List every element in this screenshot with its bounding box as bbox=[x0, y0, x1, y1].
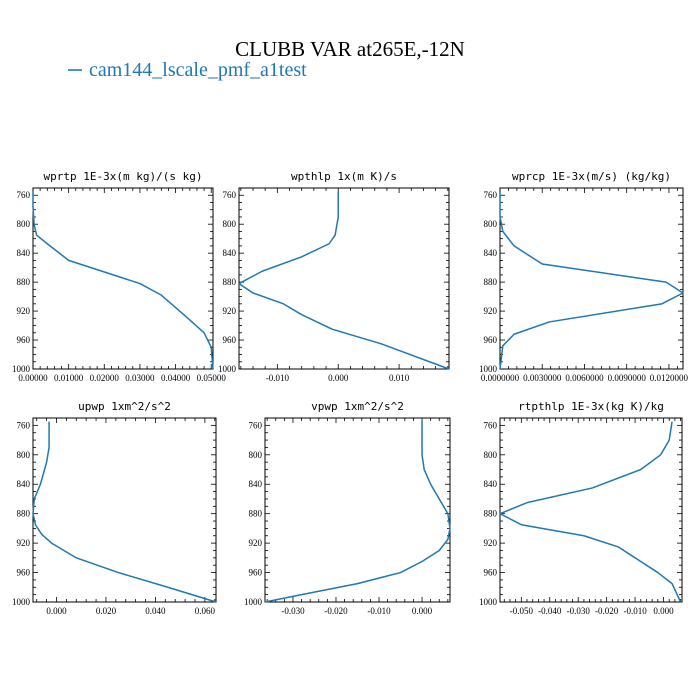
y-tick-label: 920 bbox=[484, 538, 498, 548]
y-tick-label: 880 bbox=[223, 277, 237, 287]
panel-frame bbox=[499, 417, 683, 603]
x-tick-label: -0.020 bbox=[324, 606, 348, 616]
panel-frame bbox=[32, 187, 214, 370]
x-tick-label: 0.01000 bbox=[54, 373, 84, 383]
panel-title: wprtp 1E-3x(m kg)/(s kg) bbox=[44, 170, 203, 183]
y-tick-label: 840 bbox=[17, 248, 31, 258]
panel-frame bbox=[499, 187, 684, 370]
y-tick-label: 960 bbox=[249, 568, 263, 578]
y-tick-label: 920 bbox=[249, 538, 263, 548]
x-tick-label: 0.000 bbox=[653, 606, 674, 616]
panel-title: wpthlp 1x(m K)/s bbox=[291, 170, 397, 183]
x-tick-label: -0.050 bbox=[510, 606, 534, 616]
y-tick-label: 1000 bbox=[12, 597, 31, 607]
y-tick-label: 960 bbox=[484, 335, 498, 345]
panel-1: wprtp 1E-3x(m kg)/(s kg) 760 800 840 880 920 9… bbox=[12, 170, 226, 383]
x-tick-label: -0.010 bbox=[623, 606, 647, 616]
y-tick-label: 800 bbox=[223, 219, 237, 229]
x-tick-label: 0.0030000 bbox=[523, 373, 562, 383]
y-tick-label: 760 bbox=[17, 420, 31, 430]
x-tick-label: -0.010 bbox=[367, 606, 391, 616]
x-tick-label: 0.05000 bbox=[197, 373, 227, 383]
x-tick-label: -0.030 bbox=[567, 606, 591, 616]
x-tick-label: 0.040 bbox=[145, 606, 166, 616]
y-tick-label: 960 bbox=[223, 335, 237, 345]
x-tick-label: 0.0060000 bbox=[565, 373, 604, 383]
y-tick-label: 760 bbox=[17, 190, 31, 200]
y-tick-label: 920 bbox=[484, 306, 498, 316]
x-tick-label: 0.02000 bbox=[90, 373, 120, 383]
series-line bbox=[264, 421, 451, 603]
x-tick-label: 0.000 bbox=[328, 373, 349, 383]
y-tick-label: 800 bbox=[484, 219, 498, 229]
x-tick-label: -0.030 bbox=[281, 606, 305, 616]
y-tick-label: 840 bbox=[484, 479, 498, 489]
panel-title: rtpthlp 1E-3x(kg K)/kg bbox=[518, 400, 664, 413]
panel-2: wpthlp 1x(m K)/s 760 800 840 880 920 960 1000 -0… bbox=[218, 170, 450, 383]
series-line bbox=[32, 421, 217, 603]
y-tick-label: 960 bbox=[484, 568, 498, 578]
y-tick-label: 880 bbox=[249, 509, 263, 519]
y-tick-label: 1000 bbox=[218, 364, 237, 374]
panel-grid: wprtp 1E-3x(m kg)/(s kg) 760 800 840 880 920 9… bbox=[12, 170, 689, 616]
y-tick-label: 760 bbox=[484, 420, 498, 430]
y-tick-label: 880 bbox=[484, 509, 498, 519]
y-tick-label: 760 bbox=[223, 190, 237, 200]
x-tick-label: 0.060 bbox=[195, 606, 216, 616]
y-tick-label: 1000 bbox=[479, 364, 498, 374]
y-tick-label: 840 bbox=[17, 479, 31, 489]
y-tick-label: 840 bbox=[484, 248, 498, 258]
x-tick-label: 0.04000 bbox=[161, 373, 191, 383]
y-tick-label: 760 bbox=[484, 190, 498, 200]
series-line bbox=[238, 191, 450, 370]
series-line bbox=[499, 191, 684, 370]
y-tick-label: 760 bbox=[249, 420, 263, 430]
panel-5: vpwp 1xm^2/s^2 760 800 840 880 920 960 1000 -0.0… bbox=[244, 400, 451, 616]
y-tick-label: 920 bbox=[223, 306, 237, 316]
x-tick-label: 0.010 bbox=[389, 373, 410, 383]
x-tick-label: 0.0120000 bbox=[650, 373, 689, 383]
y-tick-label: 800 bbox=[484, 450, 498, 460]
y-tick-label: 1000 bbox=[479, 597, 498, 607]
series-line bbox=[32, 191, 214, 370]
x-tick-label: -0.020 bbox=[595, 606, 619, 616]
y-tick-label: 1000 bbox=[12, 364, 31, 374]
y-tick-label: 840 bbox=[223, 248, 237, 258]
y-tick-label: 1000 bbox=[244, 597, 263, 607]
x-tick-label: 0.00000 bbox=[18, 373, 48, 383]
panel-6: rtpthlp 1E-3x(kg K)/kg 760 800 840 880 920 960… bbox=[479, 400, 683, 616]
x-tick-label: -0.010 bbox=[266, 373, 290, 383]
figure-title: CLUBB VAR at265E,-12N bbox=[235, 37, 465, 61]
x-tick-label: 0.000 bbox=[46, 606, 67, 616]
panel-3: wprcp 1E-3x(m/s) (kg/kg) 760 800 840 880 920 9… bbox=[479, 170, 689, 383]
legend-label: cam144_lscale_pmf_a1test bbox=[89, 59, 307, 81]
y-tick-label: 920 bbox=[17, 306, 31, 316]
y-tick-label: 800 bbox=[17, 450, 31, 460]
x-tick-label: 0.000 bbox=[412, 606, 433, 616]
series-line bbox=[499, 421, 682, 603]
y-tick-label: 880 bbox=[484, 277, 498, 287]
y-tick-label: 880 bbox=[17, 509, 31, 519]
y-tick-label: 960 bbox=[17, 568, 31, 578]
x-tick-label: 0.0090000 bbox=[608, 373, 647, 383]
y-tick-label: 960 bbox=[17, 335, 31, 345]
panel-frame bbox=[238, 187, 450, 370]
panel-4: upwp 1xm^2/s^2 760 800 840 880 920 960 1000 0.00… bbox=[12, 400, 217, 616]
x-tick-label: 0.0000000 bbox=[481, 373, 520, 383]
panel-title: upwp 1xm^2/s^2 bbox=[78, 400, 171, 413]
panel-frame bbox=[264, 417, 451, 603]
y-tick-label: 800 bbox=[249, 450, 263, 460]
panel-title: wprcp 1E-3x(m/s) (kg/kg) bbox=[512, 170, 671, 183]
y-tick-label: 920 bbox=[17, 538, 31, 548]
y-tick-label: 800 bbox=[17, 219, 31, 229]
panel-title: vpwp 1xm^2/s^2 bbox=[311, 400, 404, 413]
y-tick-label: 840 bbox=[249, 479, 263, 489]
y-tick-label: 880 bbox=[17, 277, 31, 287]
x-tick-label: -0.040 bbox=[538, 606, 562, 616]
x-tick-label: 0.03000 bbox=[125, 373, 155, 383]
x-tick-label: 0.020 bbox=[96, 606, 117, 616]
